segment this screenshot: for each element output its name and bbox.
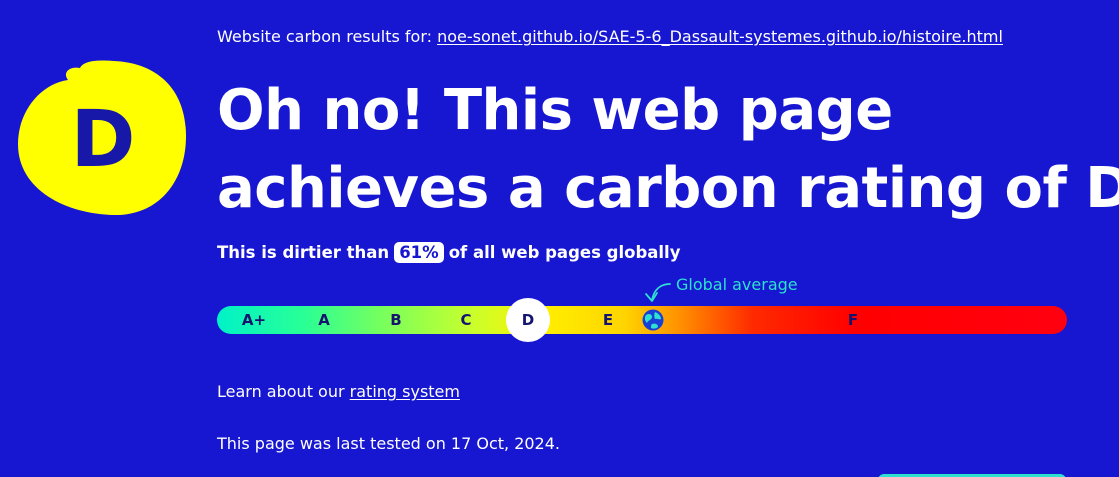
grade-badge-blob — [18, 60, 186, 216]
grade-badge: D — [18, 60, 186, 216]
scale-label-b: B — [390, 311, 402, 329]
comparison-prefix: This is dirtier than — [217, 243, 390, 262]
current-rating-marker: D — [506, 298, 550, 342]
learn-prefix: Learn about our — [217, 382, 345, 401]
comparison-statement: This is dirtier than 61% of all web page… — [217, 242, 680, 263]
scale-label-a-plus: A+ — [241, 311, 267, 329]
global-average-label: Global average — [676, 275, 798, 294]
scale-label-e: E — [602, 311, 614, 329]
percentile-badge: 61% — [394, 242, 444, 263]
results-for-label: Website carbon results for: — [217, 27, 433, 46]
tested-site-link[interactable]: noe-sonet.github.io/SAE-5-6_Dassault-sys… — [437, 27, 1003, 46]
grade-letter: D — [70, 95, 136, 185]
scale-label-a: A — [318, 311, 330, 329]
learn-rating-line: Learn about our rating system — [217, 382, 460, 401]
scale-label-f: F — [847, 311, 859, 329]
rating-system-link[interactable]: rating system — [349, 382, 460, 401]
results-for-line: Website carbon results for: noe-sonet.gi… — [217, 27, 1003, 46]
page-headline: Oh no! This web page achieves a carbon r… — [217, 72, 1119, 228]
comparison-suffix: of all web pages globally — [448, 243, 681, 262]
headline-line-1: Oh no! This web page — [217, 78, 893, 143]
cta-button-partial[interactable] — [878, 474, 1066, 477]
rating-scale-bar: A+ A B C E F — [217, 306, 1067, 334]
headline-line-2: achieves a carbon rating of D — [217, 156, 1119, 221]
scale-label-c: C — [460, 311, 472, 329]
curved-arrow-icon — [645, 283, 671, 302]
earth-globe-icon — [642, 309, 664, 331]
last-tested-text: This page was last tested on 17 Oct, 202… — [217, 434, 560, 453]
